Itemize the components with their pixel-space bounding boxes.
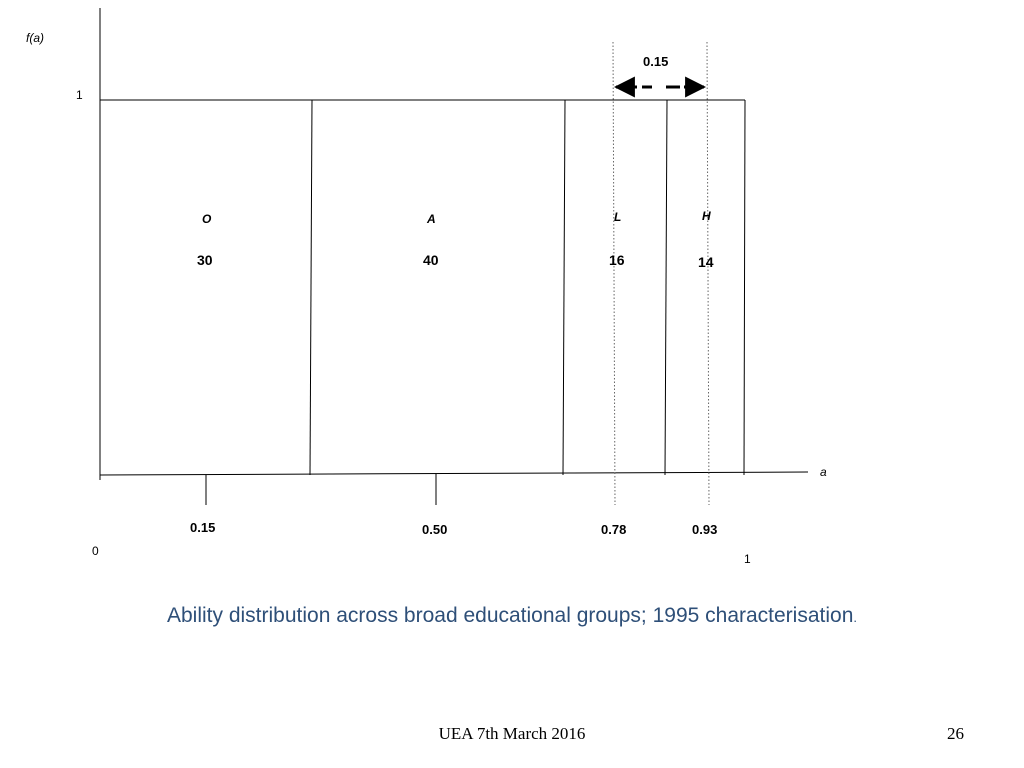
y-tick-1: 1 bbox=[76, 88, 83, 102]
dotted-marker-093 bbox=[706, 41, 710, 506]
group-letter-o: O bbox=[202, 212, 212, 226]
boundary-a-l bbox=[562, 99, 566, 476]
group-value-l: 16 bbox=[609, 252, 625, 268]
x-axis-label: a bbox=[820, 465, 827, 479]
width-annotation: 0.15 bbox=[643, 54, 668, 69]
caption-text: Ability distribution across broad educat… bbox=[166, 604, 854, 627]
page-number: 26 bbox=[947, 724, 964, 743]
footer-event: UEA 7th March 2016 bbox=[438, 724, 586, 743]
group-value-o: 30 bbox=[197, 252, 213, 268]
caption-end: . bbox=[853, 610, 858, 625]
x-marker-093: 0.93 bbox=[692, 522, 717, 537]
boundary-right bbox=[743, 99, 746, 476]
ability-distribution-diagram: f(a) 1 a 0 1 0.15 O A L H 30 40 16 14 0.… bbox=[26, 8, 827, 566]
origin-label: 0 bbox=[92, 544, 99, 558]
group-letter-h: H bbox=[702, 209, 711, 223]
group-letter-l: L bbox=[614, 210, 621, 224]
dotted-marker-078 bbox=[612, 41, 616, 506]
x-marker-078: 0.78 bbox=[601, 522, 626, 537]
group-value-a: 40 bbox=[423, 252, 439, 268]
x-end-label: 1 bbox=[744, 552, 751, 566]
figure-caption: Ability distribution across broad educat… bbox=[0, 604, 1024, 628]
x-axis bbox=[99, 471, 809, 476]
group-letter-a: A bbox=[426, 212, 436, 226]
group-value-h: 14 bbox=[698, 254, 714, 270]
boundary-l-h bbox=[664, 99, 668, 476]
x-marker-050: 0.50 bbox=[422, 522, 447, 537]
y-axis-label: f(a) bbox=[26, 31, 44, 45]
boundary-o-a bbox=[309, 99, 313, 476]
x-marker-015: 0.15 bbox=[190, 520, 215, 535]
